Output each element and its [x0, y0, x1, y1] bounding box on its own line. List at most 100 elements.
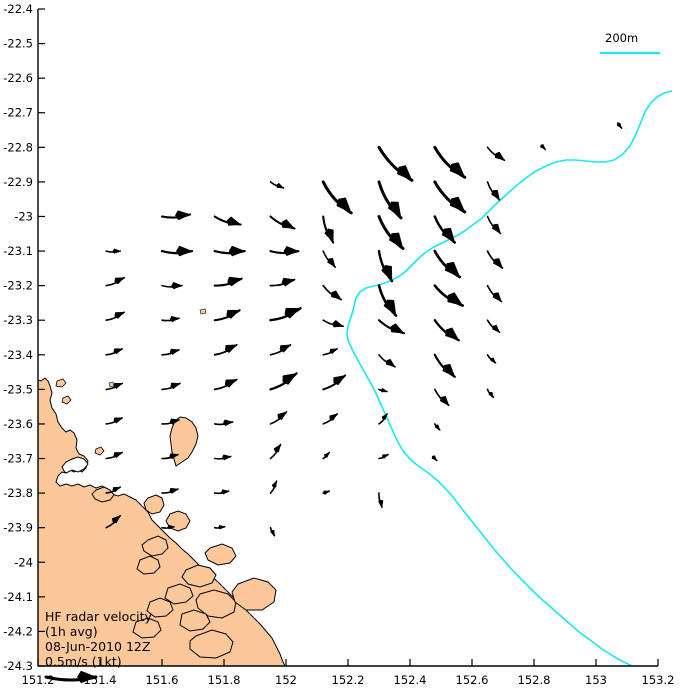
y-tick-label: -22.6: [3, 71, 33, 85]
y-tick-label: -24.2: [3, 624, 33, 638]
vector-head: [176, 245, 193, 257]
vector-head: [444, 261, 461, 278]
vector-head: [169, 487, 179, 494]
vector-head: [114, 311, 125, 319]
vector-head: [77, 670, 97, 684]
x-tick-label: 151.6: [146, 673, 179, 687]
vector-head: [323, 490, 330, 495]
vector-head: [490, 357, 496, 364]
x-tick-label: 152.6: [456, 673, 489, 687]
velocity-vector: [433, 215, 457, 244]
velocity-vector: [377, 215, 405, 250]
annotation-block: HF radar velocity (1h avg) 08-Jun-2010 1…: [44, 609, 153, 684]
vector-head: [382, 454, 389, 459]
velocity-vector: [616, 122, 623, 129]
vector-head: [224, 379, 238, 388]
annotation-line-scale: 0.5m/s (1kt): [45, 654, 122, 669]
bustard-bay-island: [231, 577, 277, 611]
velocity-vector: [377, 284, 398, 317]
vector-head: [442, 363, 456, 378]
velocity-vector: [378, 354, 396, 368]
velocity-vector: [377, 180, 403, 220]
velocity-vector: [486, 284, 503, 303]
vector-head: [228, 245, 246, 257]
vector-head: [175, 210, 191, 221]
facing-island: [91, 486, 115, 503]
x-tick-label: 151.8: [208, 673, 241, 687]
x-tick-label: 151.2: [22, 673, 55, 687]
land-layer: [37, 308, 286, 667]
velocity-vector: [378, 453, 389, 460]
velocity-vector: [486, 181, 501, 201]
velocity-vector: [161, 418, 180, 425]
velocity-vector: [161, 524, 175, 530]
vector-head: [540, 144, 546, 150]
vector-head: [224, 344, 238, 354]
velocity-vector: [105, 276, 125, 287]
vector-head: [282, 373, 298, 385]
vector-head: [449, 162, 466, 178]
velocity-vector: [269, 443, 282, 460]
annotation-line-timestamp: 08-Jun-2010 12Z: [45, 639, 150, 654]
vector-head: [488, 391, 494, 398]
offshore-island-east-b: [164, 583, 194, 605]
velocity-vector: [269, 411, 288, 425]
y-tick-label: -22.9: [3, 175, 33, 189]
velocity-vector: [269, 181, 285, 189]
velocity-vector: [161, 453, 179, 460]
vector-head: [329, 413, 338, 421]
velocity-vector: [160, 210, 192, 221]
y-tick-label: -23.5: [3, 382, 33, 396]
velocity-vector: [269, 245, 300, 257]
y-tick-label: -23.6: [3, 417, 33, 431]
island-group-south-a: [143, 494, 165, 515]
y-tick-label: -24: [14, 555, 33, 569]
vector-head: [281, 277, 296, 287]
vector-head: [445, 327, 460, 341]
isobath-200m-line: [346, 90, 673, 667]
velocity-vector: [213, 245, 246, 257]
annotation-line-title: HF radar velocity: [45, 609, 153, 624]
vector-head: [396, 165, 413, 181]
vector-head: [324, 452, 330, 458]
vector-head: [386, 358, 396, 368]
x-tick-label: 152.2: [332, 673, 365, 687]
vector-head: [113, 348, 123, 355]
velocity-vector: [322, 215, 335, 244]
velocity-vector: [105, 514, 121, 529]
vector-head: [324, 228, 334, 244]
vector-head: [332, 319, 344, 328]
vector-head: [431, 455, 438, 461]
vector-head: [226, 216, 242, 226]
vector-head: [221, 489, 230, 495]
velocity-vector: [486, 250, 504, 269]
small-island-mark-b: [61, 395, 72, 405]
vector-head: [171, 281, 183, 290]
vector-head: [329, 348, 338, 355]
vector-head: [283, 245, 300, 257]
small-island-mark-c: [94, 446, 105, 456]
velocity-vector: [213, 276, 243, 287]
vector-head: [169, 418, 180, 425]
velocity-vector: [213, 215, 242, 226]
velocity-vector: [377, 249, 394, 283]
y-tick-label: -23.3: [3, 313, 33, 327]
vector-head: [380, 387, 388, 393]
velocity-vector: [161, 348, 180, 356]
x-tick-label: 152: [275, 673, 297, 687]
isobath-layer: [346, 90, 673, 667]
y-tick-label: -22.8: [3, 140, 33, 154]
velocity-vector: [161, 281, 183, 290]
velocity-vector: [433, 284, 465, 307]
island-cluster-bottom-a: [146, 597, 174, 618]
velocity-vector: [433, 319, 460, 342]
vector-head: [113, 417, 123, 424]
velocity-vector: [213, 489, 230, 495]
vector-head: [273, 443, 281, 453]
vector-head: [226, 309, 241, 319]
velocity-vector: [377, 145, 414, 182]
velocity-vector: [322, 348, 338, 356]
vector-head: [112, 486, 121, 493]
y-tick-label: -23.1: [3, 244, 33, 258]
